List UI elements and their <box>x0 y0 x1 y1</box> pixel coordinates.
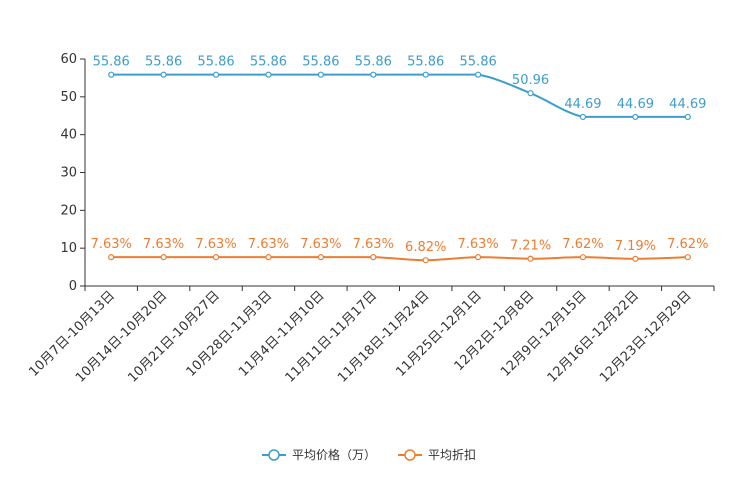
series-layer: 55.86 55.86 55.86 55.86 55.86 55.86 55.86 55.86… <box>91 55 708 264</box>
series-avg-discount: 7.63% 7.63% 7.63% 7.63% 7.63% 7.63% 6.82% 7.63%… <box>91 237 708 264</box>
data-label: 7.19% <box>615 239 656 254</box>
data-point <box>422 71 429 78</box>
data-point <box>160 254 167 261</box>
data-point <box>579 254 587 261</box>
legend-label: 平均折扣 <box>428 447 476 462</box>
data-label: 44.69 <box>617 97 654 112</box>
data-label: 44.69 <box>669 97 706 112</box>
data-point <box>632 255 639 262</box>
data-point <box>265 71 272 78</box>
data-point <box>475 254 482 261</box>
data-label: 7.63% <box>91 237 132 252</box>
data-label: 55.86 <box>93 55 130 70</box>
data-label: 7.63% <box>195 237 236 252</box>
data-label: 55.86 <box>302 55 339 70</box>
data-point <box>160 71 167 78</box>
data-point <box>684 254 691 261</box>
data-label: 55.86 <box>197 55 234 70</box>
legend-label: 平均价格（万） <box>292 447 376 462</box>
legend-marker-icon <box>268 449 280 461</box>
data-point <box>422 257 429 264</box>
legend-marker-icon <box>404 449 416 461</box>
y-tick-label: 50 <box>60 90 77 105</box>
data-label: 7.63% <box>457 237 498 252</box>
data-label: 50.96 <box>512 73 549 88</box>
series-line <box>111 73 688 118</box>
x-tick-label: 12月23日-12月29日 <box>597 288 694 385</box>
data-point <box>212 254 220 261</box>
data-point <box>370 71 377 78</box>
data-point <box>108 254 115 261</box>
data-point <box>212 71 220 78</box>
data-label: 7.62% <box>667 237 708 252</box>
data-point <box>527 255 534 262</box>
data-label: 55.86 <box>145 55 182 70</box>
legend-item-avg-discount[interactable]: 平均折扣 <box>398 447 476 462</box>
series-avg-price: 55.86 55.86 55.86 55.86 55.86 55.86 55.86 55.86… <box>93 55 706 121</box>
data-label: 6.82% <box>405 240 446 255</box>
data-label: 7.21% <box>510 239 551 254</box>
data-point <box>527 90 534 97</box>
x-tick-label: 11月18日-11月24日 <box>335 288 432 385</box>
data-point <box>317 254 324 261</box>
legend[interactable]: 平均价格（万） 平均折扣 <box>262 447 476 462</box>
data-point <box>370 254 377 261</box>
x-axis-ticks: 10月7日-10月13日10月14日-10月20日10月21日-10月27日10… <box>26 286 715 386</box>
x-tick-label: 11月11日-11月17日 <box>283 288 380 385</box>
y-tick-label: 0 <box>69 279 77 294</box>
data-point <box>265 254 272 261</box>
x-tick-label: 10月7日-10月13日 <box>26 288 118 380</box>
data-point <box>317 71 324 78</box>
data-label: 55.86 <box>460 55 497 70</box>
data-point <box>632 113 639 121</box>
data-label: 44.69 <box>564 97 601 112</box>
y-axis-ticks: 0 10 20 30 40 50 60 <box>60 52 85 294</box>
data-label: 7.62% <box>562 237 603 252</box>
data-label: 7.63% <box>143 237 184 252</box>
y-tick-label: 20 <box>60 203 77 218</box>
data-label: 55.86 <box>407 55 444 70</box>
series-line <box>111 256 688 262</box>
data-point <box>475 71 482 78</box>
y-tick-label: 40 <box>60 128 77 143</box>
data-point <box>108 71 115 78</box>
legend-item-avg-price[interactable]: 平均价格（万） <box>262 447 376 462</box>
data-label: 7.63% <box>300 237 341 252</box>
data-label: 55.86 <box>250 55 287 70</box>
data-label: 55.86 <box>355 55 392 70</box>
y-tick-label: 10 <box>60 241 77 256</box>
data-point <box>684 113 691 121</box>
y-tick-label: 60 <box>60 52 77 67</box>
y-tick-label: 30 <box>60 166 77 181</box>
x-tick-label: 10月14日-10月20日 <box>73 288 170 385</box>
x-tick-label: 10月21日-10月27日 <box>125 288 222 385</box>
data-label: 7.63% <box>248 237 289 252</box>
data-label: 7.63% <box>353 237 394 252</box>
data-point <box>579 113 587 121</box>
x-tick-label: 12月16日-12月22日 <box>545 288 642 385</box>
